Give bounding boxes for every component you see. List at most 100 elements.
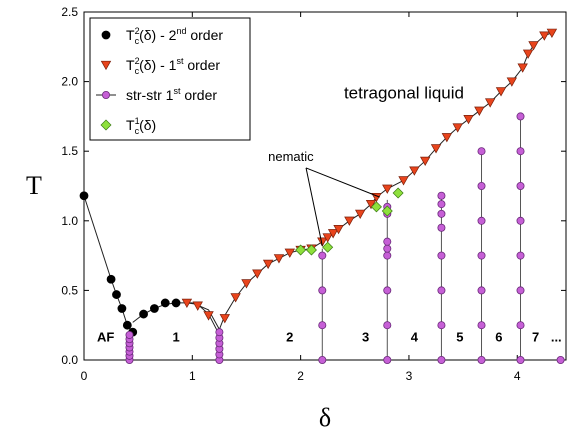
series-line-circle (83, 195, 134, 333)
y-tick-label: 2.5 (61, 5, 78, 19)
legend-marker-triangle-down (100, 60, 112, 71)
x-axis-ticks: 0 1 2 3 4 (81, 12, 521, 383)
y-axis-ticks: 0.0 0.5 1.0 1.5 2.0 2.5 (61, 5, 566, 367)
data-point-triangle-down (355, 209, 366, 219)
data-point-circle-line (477, 321, 486, 330)
region-label: 7 (532, 329, 539, 344)
annotation-layer: tetragonal liquid nematic AF 1 2 3 4 5 6 7... (97, 83, 562, 344)
data-point-circle-line (383, 286, 392, 295)
data-point-triangle-down (506, 77, 518, 87)
data-point-circle (160, 298, 170, 308)
region-label: 6 (495, 329, 502, 344)
legend-text-sub: c (135, 36, 140, 46)
x-tick-label: 2 (297, 369, 304, 383)
data-point-triangle-down (398, 176, 409, 186)
legend-marker-diamond (100, 119, 112, 131)
x-tick-label: 0 (81, 369, 88, 383)
legend-entry: T2 c(δ) - 2nd order (101, 26, 223, 46)
data-point-circle-line (477, 286, 486, 295)
data-point-circle-line (437, 321, 446, 330)
data-point-circle (150, 304, 159, 313)
region-label: 1 (172, 329, 179, 344)
legend-entry: str-str 1st order (96, 86, 217, 103)
data-point-circle-line (383, 321, 392, 330)
data-point-circle-line (318, 251, 327, 260)
series-circle-line (125, 112, 565, 364)
data-point-triangle-down (241, 279, 252, 289)
data-point-circle-line (477, 181, 486, 190)
data-point-circle-line (437, 223, 446, 232)
data-point-circle-line (477, 251, 486, 260)
data-point-circle-line (477, 216, 486, 225)
legend-text-sup: 2 (135, 56, 140, 66)
data-point-diamond (381, 205, 393, 217)
data-point-triangle-down (322, 233, 333, 243)
legend-text-tail-sup: nd (176, 26, 186, 36)
data-point-circle-line (437, 200, 446, 209)
annotation-label: tetragonal liquid (344, 83, 464, 102)
legend-entry: T1 c(δ) (100, 116, 156, 136)
data-point-triangle-down (522, 49, 534, 59)
legend-text-tail: (δ) - 1 (139, 57, 177, 73)
legend-text-tail: (δ) (139, 117, 156, 133)
data-point-diamond (392, 187, 404, 199)
data-point-circle-line (318, 355, 327, 364)
legend-marker-circle (101, 30, 111, 40)
legend-label: T2 c(δ) - 2nd order (126, 26, 223, 46)
legend-marker-circle-line (102, 91, 111, 100)
data-point-circle-line (516, 216, 525, 225)
legend-text-sup: 2 (135, 26, 140, 36)
region-label: 3 (362, 329, 369, 344)
data-point-triangle-down (192, 301, 203, 311)
legend-label: T2 c(δ) - 1st order (126, 56, 220, 76)
region-label: AF (97, 329, 114, 344)
data-point-circle-line (516, 112, 525, 121)
x-tick-label: 4 (514, 369, 521, 383)
data-point-circle-line (437, 355, 446, 364)
data-point-circle (171, 298, 181, 308)
data-point-triangle-down (546, 28, 558, 38)
data-point-circle-line (516, 286, 525, 295)
data-point-triangle-down (528, 41, 539, 51)
y-tick-label: 0.5 (61, 283, 78, 297)
data-point-triangle-down (284, 248, 295, 258)
data-point-circle-line (383, 355, 392, 364)
data-point-circle (117, 304, 127, 313)
data-point-triangle-down (441, 133, 453, 143)
legend-text-base: T (126, 117, 135, 133)
data-point-triangle-down (463, 115, 474, 125)
data-point-circle-line (215, 328, 224, 337)
nematic-pointer-line (305, 167, 323, 246)
legend-label: str-str 1st order (126, 86, 217, 103)
data-point-circle (139, 309, 148, 319)
data-point-triangle-down (317, 237, 328, 247)
data-point-triangle-down (344, 216, 355, 226)
data-point-circle-line (437, 191, 446, 200)
data-point-circle-line (125, 330, 134, 339)
legend-text-sub: c (135, 126, 140, 136)
data-point-triangle-down (203, 311, 214, 321)
data-point-triangle-down (495, 87, 507, 97)
y-tick-label: 1.0 (61, 214, 78, 228)
data-point-triangle-down (430, 144, 442, 154)
data-point-triangle-down (409, 166, 420, 176)
region-label: 2 (286, 329, 293, 344)
data-point-triangle-down (474, 106, 485, 116)
data-point-triangle-down (517, 63, 528, 73)
region-label: ... (551, 329, 562, 344)
data-point-triangle-down (252, 269, 263, 279)
data-point-circle (79, 191, 89, 201)
data-point-triangle-down (365, 199, 377, 210)
data-point-circle-line (383, 251, 392, 260)
x-tick-label: 1 (189, 369, 196, 383)
data-point-circle-line (383, 237, 392, 246)
data-point-circle-line (516, 321, 525, 330)
data-point-triangle-down (452, 123, 463, 133)
data-point-circle-line (437, 209, 446, 218)
legend-entry: T2 c(δ) - 1st order (100, 56, 220, 76)
legend-text-tail-sup: st (173, 86, 181, 96)
series-layer (79, 28, 565, 364)
data-point-triangle-down (382, 184, 393, 194)
data-point-circle-line (383, 244, 392, 253)
y-axis-title: T (26, 171, 42, 200)
